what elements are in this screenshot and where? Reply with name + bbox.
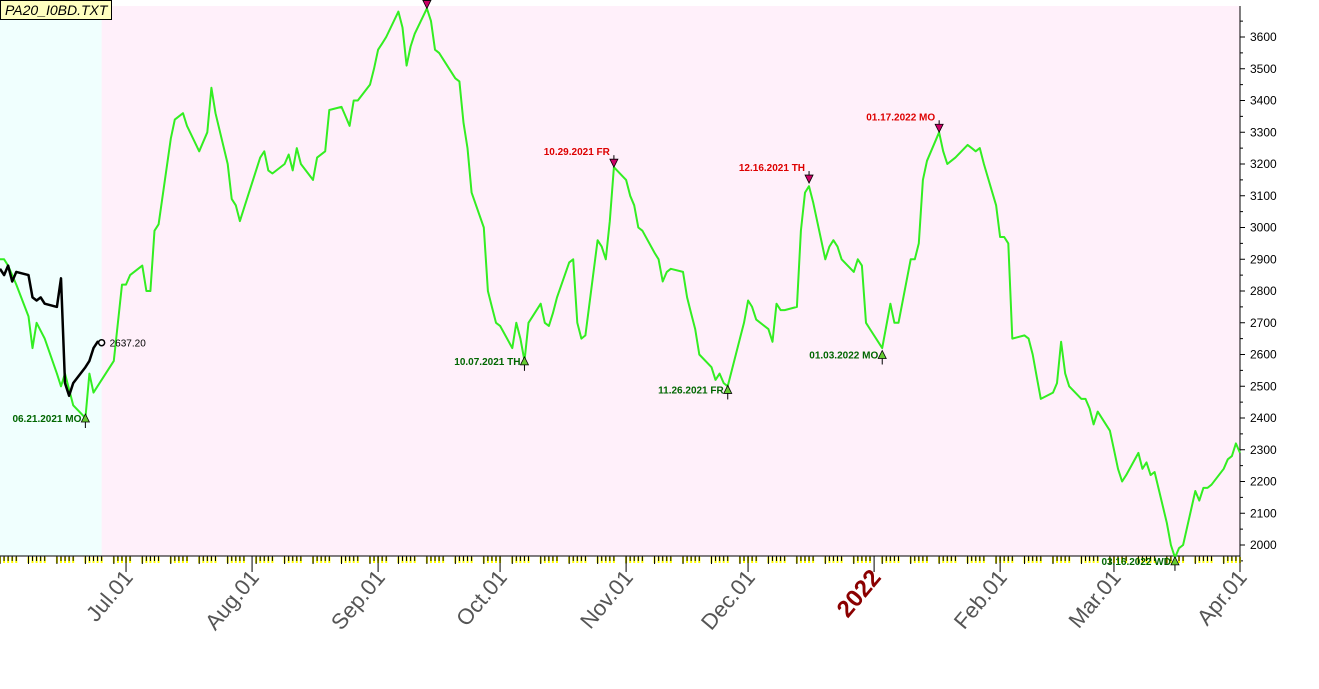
y-tick-label: 2800 (1250, 284, 1277, 298)
x-tick-group: Mar.01 (1063, 565, 1125, 633)
x-tick-group: Aug.01 (200, 565, 264, 634)
y-tick-label: 3300 (1250, 125, 1277, 139)
y-tick-label: 3000 (1250, 221, 1277, 235)
trough-marker (519, 355, 530, 366)
x-tick-label: Feb.01 (949, 565, 1012, 634)
x-tick-group: Nov.01 (575, 565, 638, 633)
y-tick-label: 3400 (1250, 94, 1277, 108)
x-tick-label: Dec.01 (696, 565, 760, 634)
y-tick-label: 3500 (1250, 62, 1277, 76)
x-tick-label: Jul.01 (81, 565, 138, 626)
peak-marker (934, 123, 944, 134)
y-tick-label: 2100 (1250, 506, 1277, 520)
peak-label: 10.29.2021 FR (544, 147, 611, 158)
overlay-end-label: 2637.20 (110, 339, 147, 350)
x-tick-label: Mar.01 (1063, 565, 1125, 633)
trough-marker (80, 413, 91, 423)
y-tick-label: 3100 (1250, 189, 1277, 203)
trough-label: 06.21.2021 MO (12, 414, 81, 425)
y-tick-label: 2700 (1250, 316, 1277, 330)
trough-label: 03.16.2022 WD (1101, 557, 1171, 568)
x-year-label: 2022 (832, 565, 887, 623)
x-tick-group: Apr.01 (1192, 565, 1252, 630)
x-tick-group: Oct.01 (451, 565, 512, 631)
x-tick-label: Aug.01 (200, 565, 264, 634)
trough-label: 11.26.2021 FR (658, 385, 724, 396)
history-shaded-region (0, 6, 102, 556)
series-overlay-line (0, 264, 102, 398)
x-tick-label: Sep.01 (326, 565, 390, 634)
x-tick-group: Feb.01 (949, 565, 1012, 634)
x-tick-group: Jul.01 (81, 565, 138, 626)
peak-marker (422, 0, 432, 10)
x-tick-group: 2022 (832, 565, 887, 623)
peak-label: 01.17.2022 MO (866, 112, 935, 123)
peak-label: 12.16.2021 TH (739, 163, 805, 174)
y-tick-label: 2600 (1250, 348, 1277, 362)
trough-marker (723, 384, 733, 394)
x-tick-label: Oct.01 (451, 565, 512, 631)
y-tick-label: 2200 (1250, 475, 1277, 489)
y-tick-label: 2400 (1250, 411, 1277, 425)
y-tick-label: 2300 (1250, 443, 1277, 457)
y-tick-label: 2900 (1250, 252, 1277, 266)
x-tick-label: Nov.01 (575, 565, 638, 633)
y-tick-label: 2500 (1250, 379, 1277, 393)
peak-marker (804, 174, 814, 184)
overlay-end-point (97, 338, 106, 347)
trough-marker (1170, 555, 1180, 566)
trough-label: 01.03.2022 MO (809, 351, 878, 362)
trough-marker (877, 349, 887, 359)
x-tick-label: Apr.01 (1192, 565, 1252, 630)
y-tick-label: 2000 (1250, 538, 1277, 552)
y-tick-label: 3600 (1250, 30, 1277, 44)
x-tick-group: Dec.01 (696, 565, 760, 634)
series-main-line (0, 7, 1241, 559)
x-tick-group: Sep.01 (326, 565, 390, 634)
plot-background (0, 6, 1240, 556)
file-name-label: PA20_I0BD.TXT (0, 0, 113, 20)
peak-marker (609, 158, 619, 169)
trough-label: 10.07.2021 TH (454, 357, 520, 368)
y-tick-label: 3200 (1250, 157, 1277, 171)
